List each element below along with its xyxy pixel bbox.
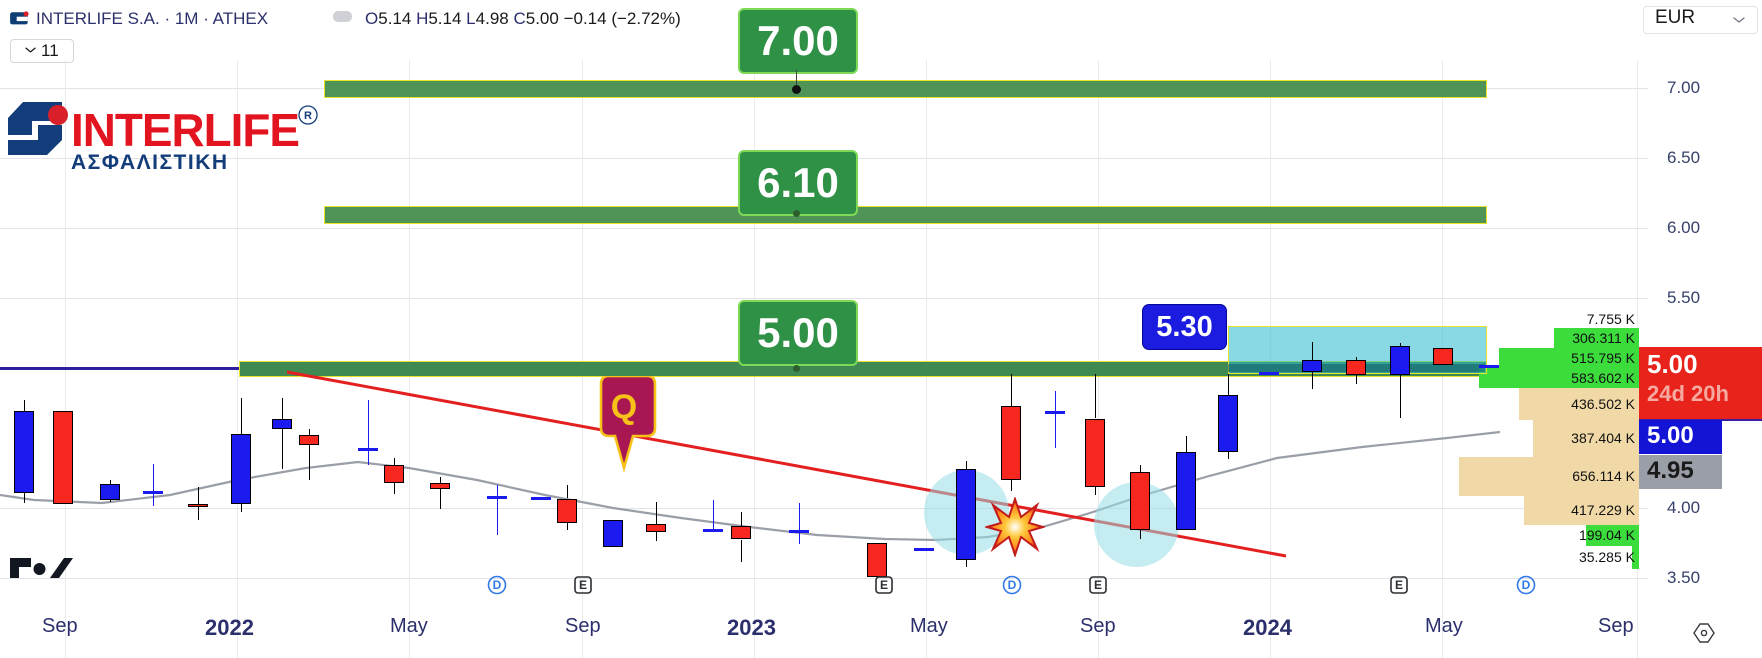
svg-text:Q: Q [611, 388, 637, 426]
svg-text:E: E [579, 578, 587, 592]
svg-text:D: D [1008, 578, 1017, 592]
svg-text:D: D [493, 578, 502, 592]
svg-text:E: E [880, 578, 888, 592]
svg-text:E: E [1094, 578, 1102, 592]
svg-text:E: E [1395, 578, 1403, 592]
svg-text:D: D [1522, 578, 1531, 592]
